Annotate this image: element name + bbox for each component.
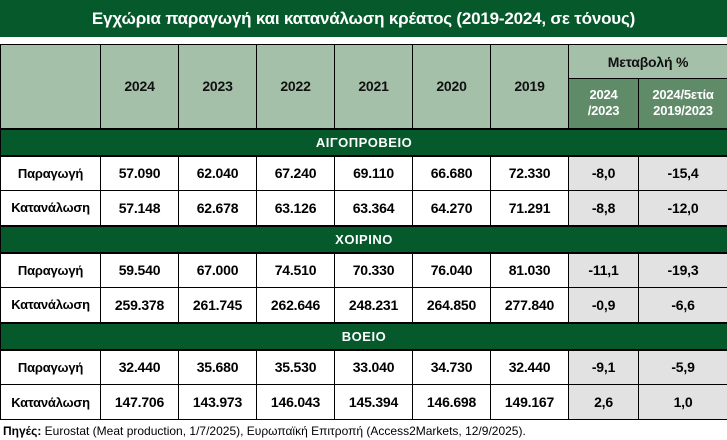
value-cell: 262.646 (256, 287, 335, 323)
title-table-spacer (0, 37, 727, 44)
value-cell: 81.030 (490, 252, 569, 288)
value-cell: 63.364 (334, 190, 413, 226)
year-header-2022: 2022 (256, 44, 335, 129)
section-header-pork: ΧΟΙΡΙΝΟ (0, 224, 727, 254)
row-label: Παραγωγή (0, 155, 101, 191)
value-cell: 146.043 (256, 384, 335, 420)
change-col-2024-2023: 2024 /2023 (568, 78, 639, 129)
value-cell: 72.330 (490, 155, 569, 191)
value-cell: 69.110 (334, 155, 413, 191)
value-cell: 146.698 (412, 384, 491, 420)
value-cell: 147.706 (100, 384, 179, 420)
value-cell: 145.394 (334, 384, 413, 420)
change-cell: -5,9 (637, 349, 727, 385)
year-header-2019: 2019 (490, 44, 569, 129)
value-cell: 35.530 (256, 349, 335, 385)
value-cell: 57.148 (100, 190, 179, 226)
change-cell: 1,0 (637, 384, 727, 420)
page-title: Εγχώρια παραγωγή και κατανάλωση κρέατος … (91, 8, 636, 28)
table-row: Κατανάλωση 57.148 62.678 63.126 63.364 6… (0, 190, 727, 226)
table-row: Κατανάλωση 259.378 261.745 262.646 248.2… (0, 287, 727, 323)
change-cell: -0,9 (568, 287, 639, 323)
year-header-2023: 2023 (178, 44, 257, 129)
value-cell: 33.040 (334, 349, 413, 385)
row-label: Παραγωγή (0, 349, 101, 385)
section-header-sheep-goat: ΑΙΓΟΠΡΟΒΕΙΟ (0, 127, 727, 157)
sources-label: Πηγές: (3, 424, 42, 438)
change-percent-header: Μεταβολή % (567, 44, 727, 79)
value-cell: 143.973 (178, 384, 257, 420)
value-cell: 71.291 (490, 190, 569, 226)
section-title: ΑΙΓΟΠΡΟΒΕΙΟ (0, 127, 727, 157)
value-cell: 74.510 (256, 252, 335, 288)
change-cell: -6,6 (637, 287, 727, 323)
value-cell: 70.330 (334, 252, 413, 288)
change-col-line2: 2019/2023 (653, 103, 713, 119)
value-cell: 248.231 (334, 287, 413, 323)
section-title: ΒΟΕΙΟ (0, 321, 727, 351)
meat-production-consumption-table: 2024 2023 2022 2021 2020 2019 Μεταβολή %… (0, 44, 727, 420)
change-cell: -11,1 (568, 252, 639, 288)
change-col-line2: /2023 (587, 103, 620, 119)
value-cell: 76.040 (412, 252, 491, 288)
year-header-2024: 2024 (100, 44, 179, 129)
value-cell: 264.850 (412, 287, 491, 323)
table-row: Κατανάλωση 147.706 143.973 146.043 145.3… (0, 384, 727, 420)
change-cell: -15,4 (637, 155, 727, 191)
value-cell: 67.240 (256, 155, 335, 191)
table-row: Παραγωγή 59.540 67.000 74.510 70.330 76.… (0, 252, 727, 288)
row-label: Κατανάλωση (0, 287, 101, 323)
change-col-line1: 2024/5ετία (652, 87, 714, 102)
change-cell: -9,1 (568, 349, 639, 385)
value-cell: 277.840 (490, 287, 569, 323)
table-row: Παραγωγή 57.090 62.040 67.240 69.110 66.… (0, 155, 727, 191)
change-cell: -8,0 (568, 155, 639, 191)
row-label: Παραγωγή (0, 252, 101, 288)
value-cell: 63.126 (256, 190, 335, 226)
table-row: Παραγωγή 32.440 35.680 35.530 33.040 34.… (0, 349, 727, 385)
value-cell: 259.378 (100, 287, 179, 323)
sources-text: Eurostat (Meat production, 1/7/2025), Ευ… (41, 424, 526, 438)
change-col-2024-5year: 2024/5ετία 2019/2023 (637, 78, 727, 129)
section-header-beef: ΒΟΕΙΟ (0, 321, 727, 351)
change-cell: -8,8 (568, 190, 639, 226)
value-cell: 67.000 (178, 252, 257, 288)
value-cell: 66.680 (412, 155, 491, 191)
value-cell: 59.540 (100, 252, 179, 288)
row-label: Κατανάλωση (0, 384, 101, 420)
sources-note: Πηγές: Eurostat (Meat production, 1/7/20… (0, 420, 727, 438)
change-cell: -19,3 (637, 252, 727, 288)
value-cell: 32.440 (490, 349, 569, 385)
value-cell: 34.730 (412, 349, 491, 385)
year-header-2020: 2020 (412, 44, 491, 129)
row-label: Κατανάλωση (0, 190, 101, 226)
section-title: ΧΟΙΡΙΝΟ (0, 224, 727, 254)
change-cell: 2,6 (568, 384, 639, 420)
value-cell: 62.040 (178, 155, 257, 191)
year-header-2021: 2021 (334, 44, 413, 129)
value-cell: 32.440 (100, 349, 179, 385)
corner-cell (0, 44, 101, 129)
change-col-line1: 2024 (589, 87, 618, 102)
title-bar: Εγχώρια παραγωγή και κατανάλωση κρέατος … (0, 0, 727, 37)
value-cell: 35.680 (178, 349, 257, 385)
value-cell: 62.678 (178, 190, 257, 226)
value-cell: 149.167 (490, 384, 569, 420)
value-cell: 261.745 (178, 287, 257, 323)
value-cell: 57.090 (100, 155, 179, 191)
change-cell: -12,0 (637, 190, 727, 226)
value-cell: 64.270 (412, 190, 491, 226)
